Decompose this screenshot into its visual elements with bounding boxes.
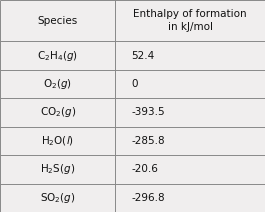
Text: -296.8: -296.8	[131, 193, 165, 203]
Text: $\mathrm{O_2}(\mathit{g})$: $\mathrm{O_2}(\mathit{g})$	[43, 77, 72, 91]
Text: 52.4: 52.4	[131, 50, 154, 61]
Text: $\mathrm{H_2S}(\mathit{g})$: $\mathrm{H_2S}(\mathit{g})$	[40, 162, 75, 176]
Text: -285.8: -285.8	[131, 136, 165, 146]
Text: Enthalpy of formation
in kJ/mol: Enthalpy of formation in kJ/mol	[133, 9, 247, 32]
Text: $\mathrm{CO_2}(\mathit{g})$: $\mathrm{CO_2}(\mathit{g})$	[39, 105, 76, 119]
Text: Species: Species	[38, 16, 78, 26]
Text: $\mathrm{C_2H_4}(\mathit{g})$: $\mathrm{C_2H_4}(\mathit{g})$	[37, 49, 78, 63]
Text: $\mathrm{SO_2}(\mathit{g})$: $\mathrm{SO_2}(\mathit{g})$	[40, 191, 76, 205]
Text: -20.6: -20.6	[131, 164, 158, 174]
Text: -393.5: -393.5	[131, 107, 165, 117]
Text: 0: 0	[131, 79, 138, 89]
Text: $\mathrm{H_2O}(\mathit{l})$: $\mathrm{H_2O}(\mathit{l})$	[41, 134, 74, 148]
